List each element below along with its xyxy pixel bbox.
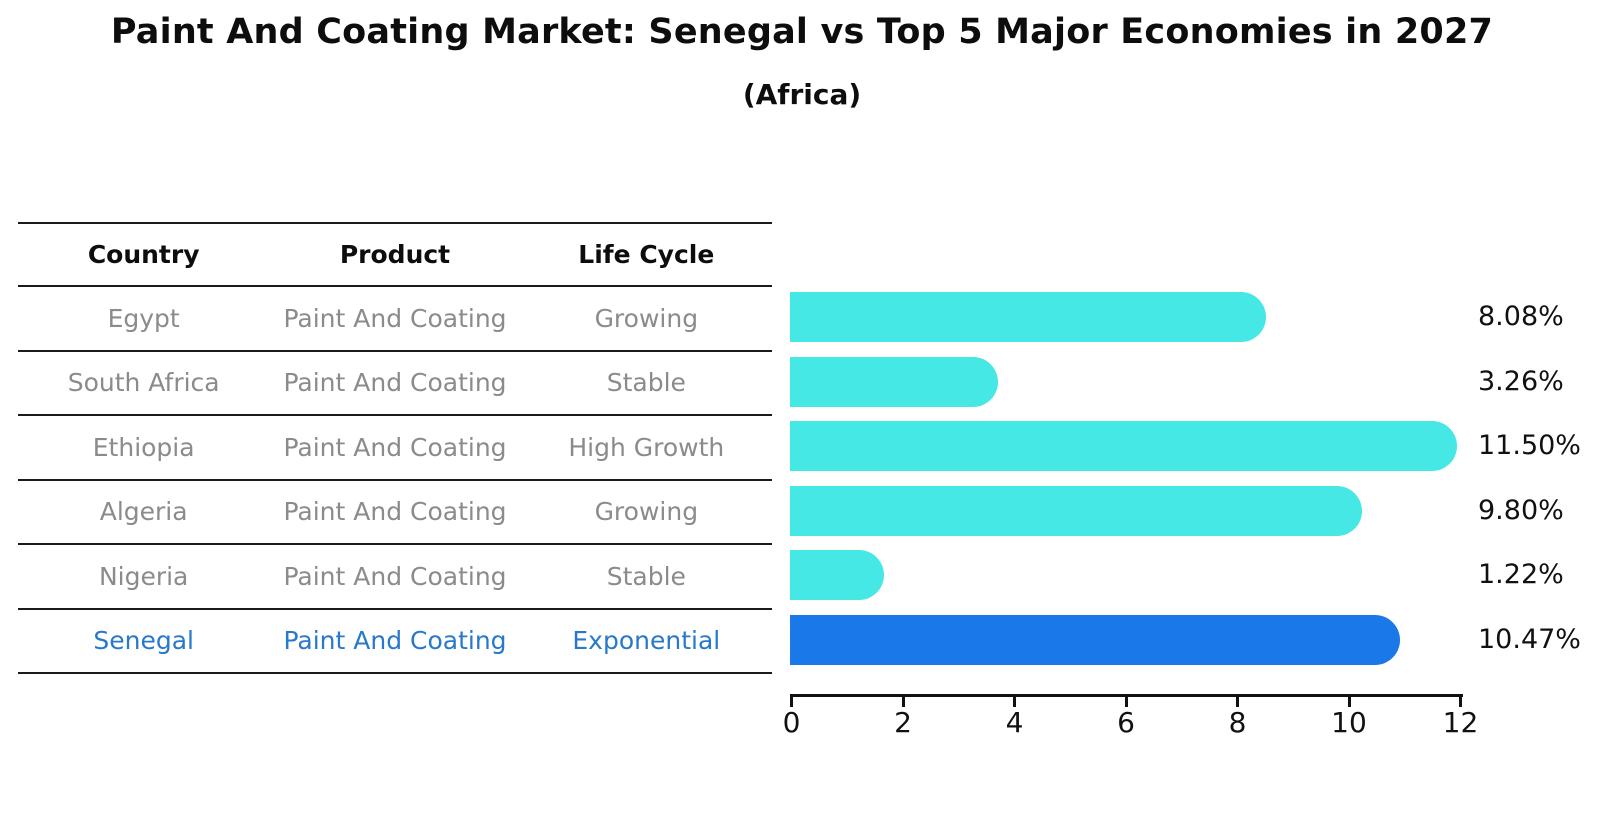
table-cell-product: Paint And Coating [283, 368, 507, 398]
bar-south-africa [790, 356, 998, 407]
table-cell-lifecycle: Stable [606, 368, 686, 398]
x-tick-label: 6 [1117, 706, 1135, 739]
table-cell-lifecycle: High Growth [568, 432, 725, 462]
table-header-lifecycle: Life Cycle [578, 240, 715, 269]
x-tick [901, 697, 905, 707]
table-cell-country: South Africa [67, 368, 220, 398]
x-tick-label: 10 [1331, 706, 1367, 739]
table-cell-product: Paint And Coating [283, 561, 507, 591]
comparison-table: Country Product Life Cycle Egypt Paint An… [18, 222, 772, 674]
table-cell-country: Nigeria [98, 561, 189, 591]
table-cell-product: Paint And Coating [283, 432, 507, 462]
bar-value-label: 3.26% [1478, 365, 1564, 397]
x-tick-label: 0 [782, 706, 801, 739]
table-row: Egypt Paint And Coating Growing [18, 287, 772, 352]
bar-value-label: 1.22% [1478, 559, 1564, 591]
x-tick-label: 12 [1442, 706, 1479, 739]
table-header-row: Country Product Life Cycle [18, 224, 772, 287]
table-row: Algeria Paint And Coating Growing [18, 481, 772, 545]
table-cell-country: Egypt [107, 303, 180, 333]
bar-value-label: 8.08% [1478, 301, 1564, 333]
table-cell-country: Senegal [93, 626, 194, 656]
table-cell-product: Paint And Coating [283, 303, 507, 333]
bar-value-label: 11.50% [1478, 430, 1581, 462]
bar-algeria [790, 485, 1363, 536]
table-cell-country: Algeria [99, 497, 188, 527]
x-tick-label: 8 [1228, 706, 1247, 739]
table-cell-lifecycle: Growing [594, 497, 699, 527]
chart-subtitle: (Africa) [742, 78, 862, 111]
table-cell-lifecycle: Stable [606, 561, 686, 591]
table-row: South Africa Paint And Coating Stable [18, 352, 772, 416]
x-tick [1347, 697, 1351, 707]
bar-value-label: 9.80% [1478, 494, 1564, 526]
x-tick-label: 4 [1005, 706, 1024, 739]
table-header-product: Product [339, 240, 451, 269]
x-tick [1459, 697, 1462, 707]
chart-title: Paint And Coating Market: Senegal vs Top… [110, 12, 1494, 52]
bar-ethiopia [790, 421, 1458, 472]
table-header-country: Country [87, 240, 200, 269]
table-row: Nigeria Paint And Coating Stable [18, 545, 772, 610]
table-cell-product: Paint And Coating [283, 626, 507, 656]
x-tick [1236, 697, 1239, 707]
x-tick [1013, 697, 1016, 707]
table-cell-lifecycle: Growing [594, 303, 699, 333]
bar-highlight-senegal [790, 614, 1400, 665]
x-tick [1124, 697, 1128, 707]
x-axis-line [790, 694, 1463, 697]
bar-nigeria [790, 550, 884, 601]
x-tick [790, 697, 793, 707]
bar-egypt [790, 292, 1267, 343]
x-tick-label: 2 [894, 706, 912, 739]
table-row: Senegal Paint And Coating Exponential [18, 610, 772, 674]
table-cell-country: Ethiopia [92, 432, 195, 462]
table-cell-product: Paint And Coating [283, 497, 507, 527]
table-cell-lifecycle: Exponential [572, 626, 721, 656]
table-row: Ethiopia Paint And Coating High Growth [18, 416, 772, 481]
bar-value-label: 10.47% [1478, 623, 1581, 655]
